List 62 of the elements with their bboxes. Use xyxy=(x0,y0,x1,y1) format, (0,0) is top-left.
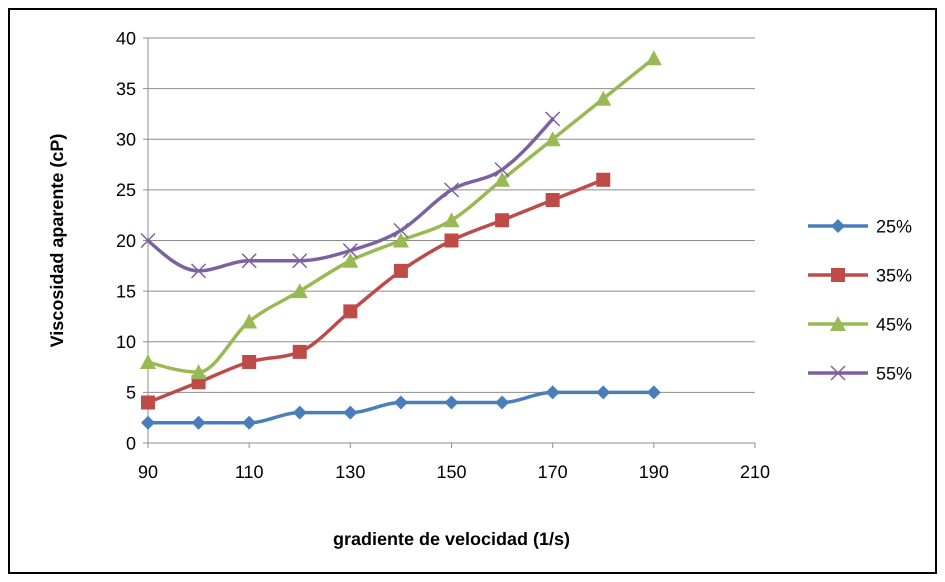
point xyxy=(292,406,307,420)
legend-label: 55% xyxy=(876,363,912,384)
x-tick-label: 150 xyxy=(436,462,467,482)
point xyxy=(546,193,560,207)
x-tick-label: 130 xyxy=(335,462,366,482)
point xyxy=(242,416,256,430)
x-axis-title: gradiente de velocidad (1/s) xyxy=(332,529,570,549)
y-tick-label: 25 xyxy=(116,180,136,200)
y-tick-label: 40 xyxy=(116,28,136,48)
point xyxy=(140,232,156,248)
point xyxy=(292,253,308,268)
y-tick-label: 15 xyxy=(116,281,136,302)
point xyxy=(343,406,358,420)
point xyxy=(241,314,258,328)
point xyxy=(494,172,510,187)
point xyxy=(141,416,155,430)
point xyxy=(292,344,307,359)
point xyxy=(495,396,510,410)
point xyxy=(342,242,358,258)
x-tick-label: 210 xyxy=(740,462,770,482)
point xyxy=(444,396,458,410)
point xyxy=(546,385,560,400)
y-axis-title: Viscosidad aparente (cP) xyxy=(47,134,67,348)
point xyxy=(190,263,206,279)
point xyxy=(444,182,460,198)
point xyxy=(343,304,358,318)
point xyxy=(444,234,458,248)
point xyxy=(394,396,408,410)
legend-label: 25% xyxy=(876,216,912,236)
legend-label: 45% xyxy=(876,314,912,334)
y-tick-label: 30 xyxy=(116,130,136,150)
point xyxy=(242,355,256,369)
point xyxy=(140,354,156,369)
point xyxy=(190,364,207,380)
point xyxy=(444,212,460,228)
point xyxy=(392,232,409,248)
point xyxy=(495,213,510,228)
y-tick-label: 20 xyxy=(116,230,136,251)
point xyxy=(192,416,206,430)
point xyxy=(596,385,610,400)
point xyxy=(393,222,409,238)
point xyxy=(141,396,155,410)
point xyxy=(241,253,257,268)
x-tick-label: 90 xyxy=(138,462,158,482)
point xyxy=(544,131,561,146)
point xyxy=(342,252,358,268)
point xyxy=(595,90,612,106)
x-tick-label: 190 xyxy=(638,462,669,482)
y-tick-label: 5 xyxy=(126,382,136,403)
point xyxy=(646,385,661,400)
legend-label: 35% xyxy=(876,265,912,286)
y-tick-label: 35 xyxy=(116,78,136,99)
x-tick-label: 110 xyxy=(234,462,264,482)
x-tick-label: 170 xyxy=(538,462,568,482)
y-tick-label: 0 xyxy=(126,433,136,454)
point xyxy=(292,283,308,298)
point xyxy=(646,50,662,66)
point xyxy=(394,264,408,278)
point xyxy=(494,162,510,178)
y-tick-label: 10 xyxy=(116,332,136,352)
point xyxy=(544,111,560,127)
point xyxy=(596,172,610,187)
